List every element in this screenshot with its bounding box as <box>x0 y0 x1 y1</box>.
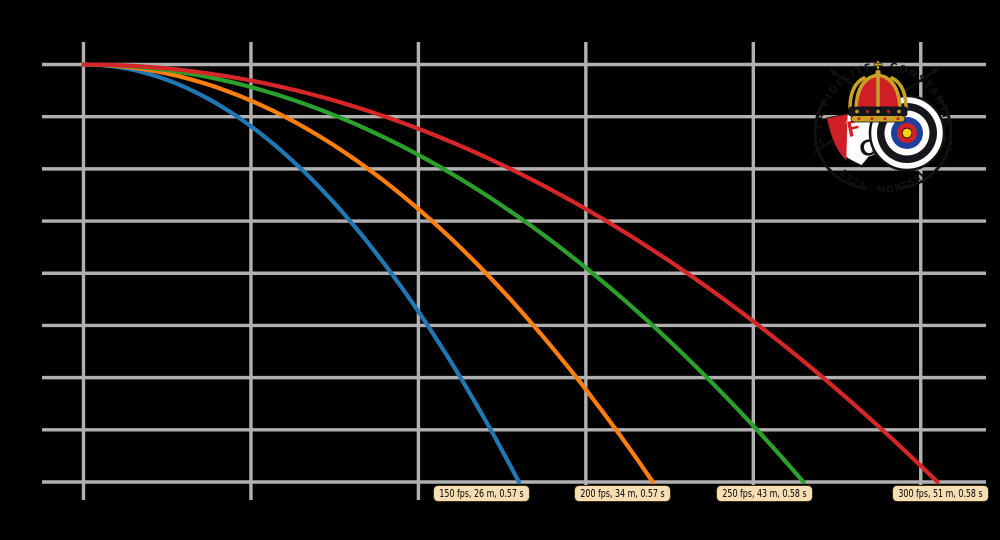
annotation-label-250fps: 250 fps, 43 m, 0.58 s <box>722 487 807 500</box>
crown-icon <box>848 60 908 123</box>
logo-bottom-text: 1923 - MORTSEL <box>837 168 929 197</box>
annotation-box-250fps: 250 fps, 43 m, 0.58 s <box>716 485 813 502</box>
annotation-label-200fps: 200 fps, 34 m, 0.57 s <box>580 487 665 500</box>
annotation-box-200fps: 200 fps, 34 m, 0.57 s <box>574 485 671 502</box>
annotation-box-300fps: 300 fps, 51 m, 0.58 s <box>892 485 989 502</box>
wreath-icon <box>813 97 953 190</box>
shield-letter-f: F <box>844 116 864 144</box>
curve-250fps <box>81 62 806 485</box>
club-logo: F C <box>813 60 953 197</box>
annotation-box-150fps: 150 fps, 26 m, 0.57 s <box>433 485 530 502</box>
curve-150fps <box>81 62 521 485</box>
curve-300fps <box>81 62 940 485</box>
annotation-label-150fps: 150 fps, 26 m, 0.57 s <box>439 487 524 500</box>
annotation-label-300fps: 300 fps, 51 m, 0.58 s <box>898 487 983 500</box>
curve-200fps <box>81 62 655 485</box>
